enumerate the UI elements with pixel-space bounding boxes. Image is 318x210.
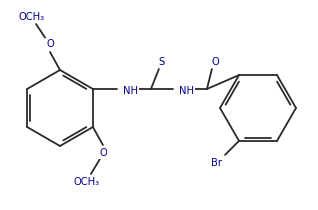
- Text: O: O: [211, 57, 219, 67]
- Text: O: O: [99, 148, 107, 158]
- Text: OCH₃: OCH₃: [19, 12, 45, 22]
- Text: O: O: [46, 39, 54, 49]
- Text: Br: Br: [211, 158, 223, 168]
- Text: OCH₃: OCH₃: [74, 177, 100, 187]
- Text: S: S: [159, 57, 165, 67]
- Text: NH: NH: [179, 86, 194, 96]
- Text: NH: NH: [123, 86, 138, 96]
